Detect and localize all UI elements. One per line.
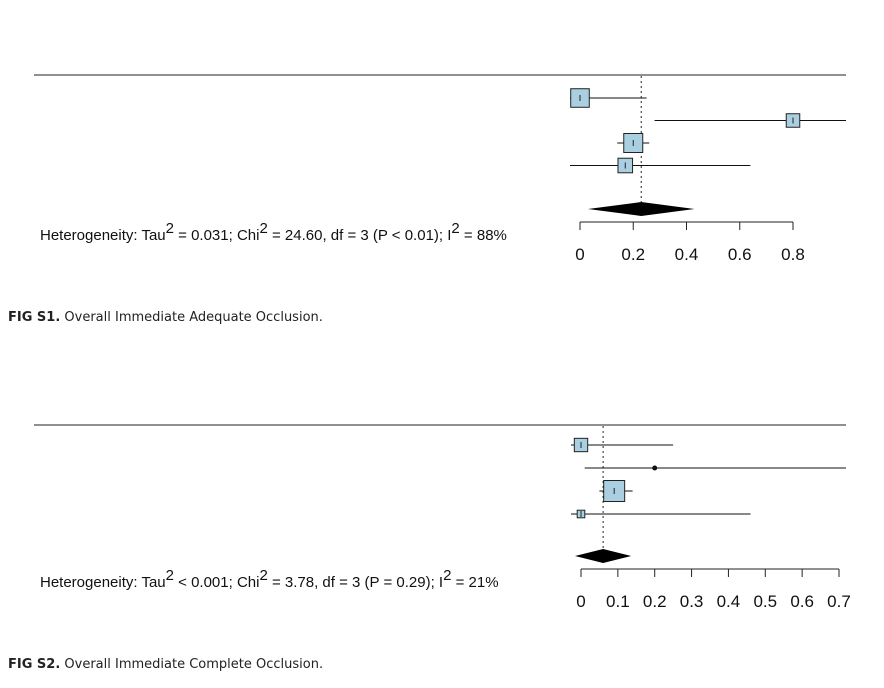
x-tick-label: 0.2 [621,245,645,264]
x-tick-label: 0.6 [728,245,752,264]
het-chi-value: = 24.60, df = 3 (P < 0.01); I [268,227,452,244]
heterogeneity-text: Heterogeneity: Tau2 < 0.001; Chi2 = 3.78… [40,567,499,591]
heterogeneity-text: Heterogeneity: Tau2 = 0.031; Chi2 = 24.6… [40,220,507,244]
het-chi-value: = 3.78, df = 3 (P = 0.29); I [268,574,443,591]
x-tick-label: 0.4 [717,592,741,611]
het-i2-value: = 88% [460,227,507,244]
pooled-diamond [575,549,632,563]
het-superscript: 2 [166,567,174,584]
study-point-estimate [652,465,658,471]
caption-text: Overall Immediate Complete Occlusion. [60,657,324,672]
forest-plot-adequate-occlusion: Heterogeneity: Tau2 = 0.031; Chi2 = 24.6… [0,0,884,300]
het-superscript: 2 [259,567,267,584]
x-tick-label: 0.1 [606,592,630,611]
x-tick-label: 0 [575,245,584,264]
x-tick-label: 0 [576,592,585,611]
caption-label: FIG S1. [8,310,61,325]
het-i2-value: = 21% [451,574,498,591]
caption-text: Overall Immediate Adequate Occlusion. [60,310,323,325]
caption-label: FIG S2. [8,657,61,672]
forest-plot-2-svg: Heterogeneity: Tau2 < 0.001; Chi2 = 3.78… [34,424,851,611]
x-tick-label: 0.6 [790,592,814,611]
x-tick-label: 0.2 [643,592,667,611]
het-tau-label: Heterogeneity: Tau [40,574,166,591]
het-superscript: 2 [166,220,174,237]
het-tau-label: Heterogeneity: Tau [40,227,166,244]
het-tau-value: < 0.001; Chi [174,574,259,591]
x-tick-label: 0.5 [753,592,777,611]
figure-caption-s1: FIG S1. Overall Immediate Adequate Occlu… [8,310,323,325]
het-superscript: 2 [443,567,451,584]
het-tau-value: = 0.031; Chi [174,227,259,244]
x-tick-label: 0.8 [781,245,805,264]
x-tick-label: 0.4 [675,245,699,264]
forest-plot-complete-occlusion: Heterogeneity: Tau2 < 0.001; Chi2 = 3.78… [0,350,884,650]
x-tick-label: 0.3 [680,592,704,611]
pooled-diamond [587,202,695,216]
forest-plot-1-svg: Heterogeneity: Tau2 = 0.031; Chi2 = 24.6… [34,74,846,264]
het-superscript: 2 [451,220,459,237]
x-tick-label: 0.7 [827,592,851,611]
het-superscript: 2 [259,220,267,237]
figure-caption-s2: FIG S2. Overall Immediate Complete Occlu… [8,657,323,672]
